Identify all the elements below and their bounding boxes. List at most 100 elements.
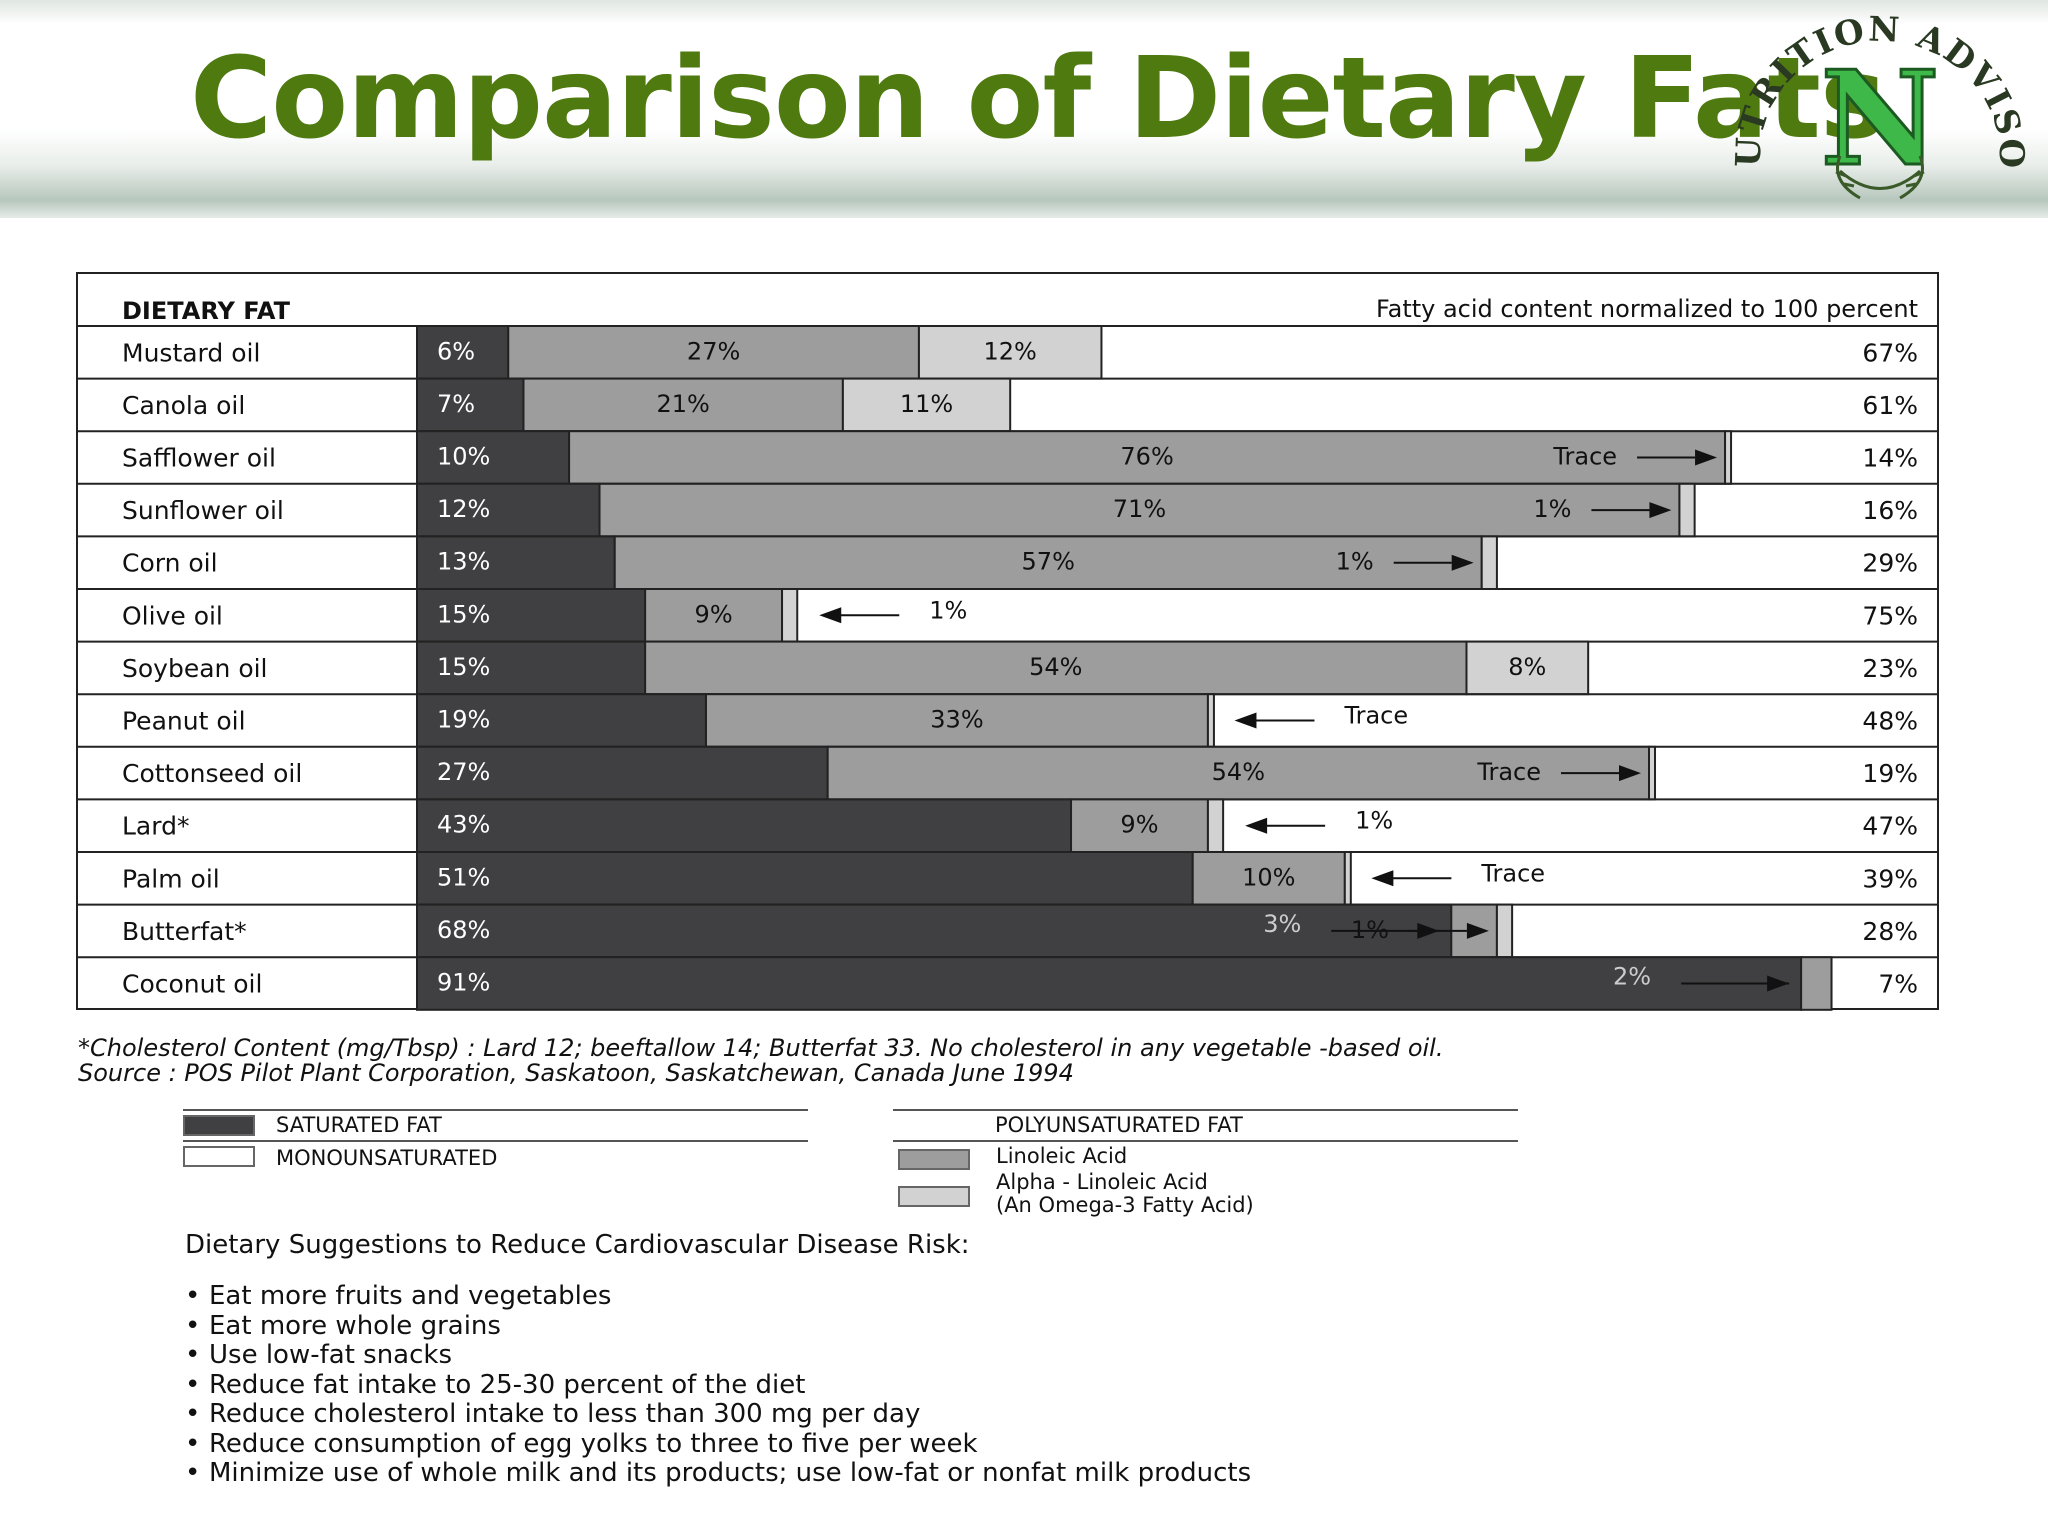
suggestions-heading: Dietary Suggestions to Reduce Cardiovasc…: [185, 1230, 970, 1260]
bar-segment: [416, 535, 616, 591]
data-label: 10%: [437, 443, 490, 471]
legend-polyunsaturated: POLYUNSATURATED FAT: [995, 1113, 1243, 1137]
bar-segment: [416, 482, 601, 538]
bar-segment: [1800, 956, 1833, 1011]
bar-segment: [644, 640, 1468, 696]
bar-segment: [1343, 851, 1352, 906]
category-label: Cottonseed oil: [122, 759, 302, 788]
category-label: Sunflower oil: [122, 496, 284, 525]
data-label: 9%: [695, 600, 733, 628]
data-label: Trace: [1343, 702, 1408, 730]
data-label: 11%: [900, 390, 953, 418]
category-label: Lard*: [122, 812, 189, 841]
data-label: 27%: [687, 337, 740, 365]
bar-segment: [1206, 798, 1225, 854]
data-label: 28%: [1862, 917, 1918, 946]
data-label: 67%: [1862, 338, 1918, 367]
bar-segment: [1206, 693, 1215, 748]
pointer-arrowhead: [1234, 712, 1257, 729]
pointer-arrowhead: [1466, 922, 1489, 939]
data-label: 9%: [1120, 811, 1158, 839]
row-header-label: DIETARY FAT: [122, 297, 291, 325]
list-item: • Reduce fat intake to 25-30 percent of t…: [185, 1369, 806, 1400]
category-label: Peanut oil: [122, 707, 246, 736]
bar-segment: [1678, 482, 1696, 538]
data-label: 10%: [1242, 863, 1295, 891]
legend-rule-mid-left: [183, 1140, 808, 1142]
bar-segment: [522, 377, 844, 433]
data-label: 13%: [437, 548, 490, 576]
data-label: 54%: [1212, 758, 1265, 786]
data-label: 33%: [930, 706, 983, 734]
data-label: 1%: [1351, 916, 1389, 944]
data-label: 21%: [657, 390, 710, 418]
bar-segment: [704, 693, 1209, 748]
legend-linoleic: Linoleic Acid: [996, 1144, 1128, 1168]
bar-segment: [1648, 745, 1657, 801]
data-label: 1%: [929, 596, 967, 624]
bar-segment: [1480, 535, 1498, 591]
bar-segment: [1495, 903, 1514, 959]
logo-letter: N: [1821, 42, 1940, 195]
data-label: Trace: [1480, 859, 1545, 887]
header-banner: [0, 0, 2048, 218]
page-title: Comparison of Dietary Fats: [190, 34, 1887, 164]
saturated-swatch: [183, 1115, 255, 1136]
legend-omega3: (An Omega-3 Fatty Acid): [996, 1193, 1254, 1217]
category-label: Mustard oil: [122, 338, 260, 367]
category-label: Corn oil: [122, 549, 218, 578]
data-label: 19%: [1862, 759, 1918, 788]
alpha-linoleic-swatch: [898, 1186, 970, 1207]
cholesterol-note: *Cholesterol Content (mg/Tbsp) : Lard 12…: [78, 1034, 1444, 1062]
bar-segment: [826, 745, 1651, 801]
bar-segment: [598, 482, 1681, 538]
legend-rule-top-right: [893, 1109, 1518, 1111]
data-label: 3%: [1263, 910, 1301, 938]
category-label: Canola oil: [122, 391, 245, 420]
fat-comparison-chart: DIETARY FAT Fatty acid content normalized…: [76, 272, 1939, 1011]
data-label: 1%: [1533, 495, 1571, 523]
list-item: • Eat more whole grains: [185, 1310, 501, 1341]
scale-note: Fatty acid content normalized to 100 per…: [1376, 295, 1918, 323]
monounsaturated-swatch: [183, 1146, 255, 1167]
data-label: 6%: [437, 337, 475, 365]
bar-segment: [416, 693, 707, 748]
bar-segment: [917, 325, 1103, 380]
data-label: 15%: [437, 653, 490, 681]
list-item: • Reduce consumption of egg yolks to thre…: [185, 1428, 978, 1459]
data-label: Trace: [1552, 443, 1617, 471]
data-label: 14%: [1862, 444, 1918, 473]
data-label: 12%: [437, 495, 490, 523]
category-label: Palm oil: [122, 864, 220, 893]
category-label: Coconut oil: [122, 970, 262, 999]
data-label: 19%: [437, 706, 490, 734]
data-label: 71%: [1113, 495, 1166, 523]
bar-segment: [416, 956, 1803, 1011]
legend-rule-mid-right: [893, 1140, 1518, 1142]
category-label: Soybean oil: [122, 654, 268, 683]
bar-segment: [781, 588, 799, 643]
bar-segment: [1724, 430, 1733, 485]
pointer-arrowhead: [1695, 449, 1718, 466]
list-item: • Eat more fruits and vegetables: [185, 1281, 612, 1311]
data-label: 47%: [1862, 812, 1918, 841]
bar-segment: [416, 903, 1453, 959]
bar-segment: [841, 377, 1012, 433]
data-label: 12%: [984, 337, 1037, 365]
data-label: 54%: [1029, 653, 1082, 681]
pointer-arrowhead: [1767, 975, 1790, 992]
nutrition-advisor-logo: NUTRITION ADVISOR N: [1720, 6, 2029, 200]
category-label: Butterfat*: [122, 917, 247, 946]
list-item: • Minimize use of whole milk and its prod…: [185, 1458, 1252, 1488]
data-label: 48%: [1862, 707, 1918, 736]
data-label: 76%: [1120, 443, 1173, 471]
data-label: 91%: [437, 969, 490, 997]
pointer-arrowhead: [1451, 554, 1474, 571]
linoleic-swatch: [898, 1149, 970, 1170]
data-label: 57%: [1022, 548, 1075, 576]
data-label: Trace: [1476, 758, 1541, 786]
bar-segment: [613, 535, 1483, 591]
data-label: 7%: [437, 390, 475, 418]
data-label: 23%: [1862, 654, 1918, 683]
data-label: 1%: [1336, 548, 1374, 576]
